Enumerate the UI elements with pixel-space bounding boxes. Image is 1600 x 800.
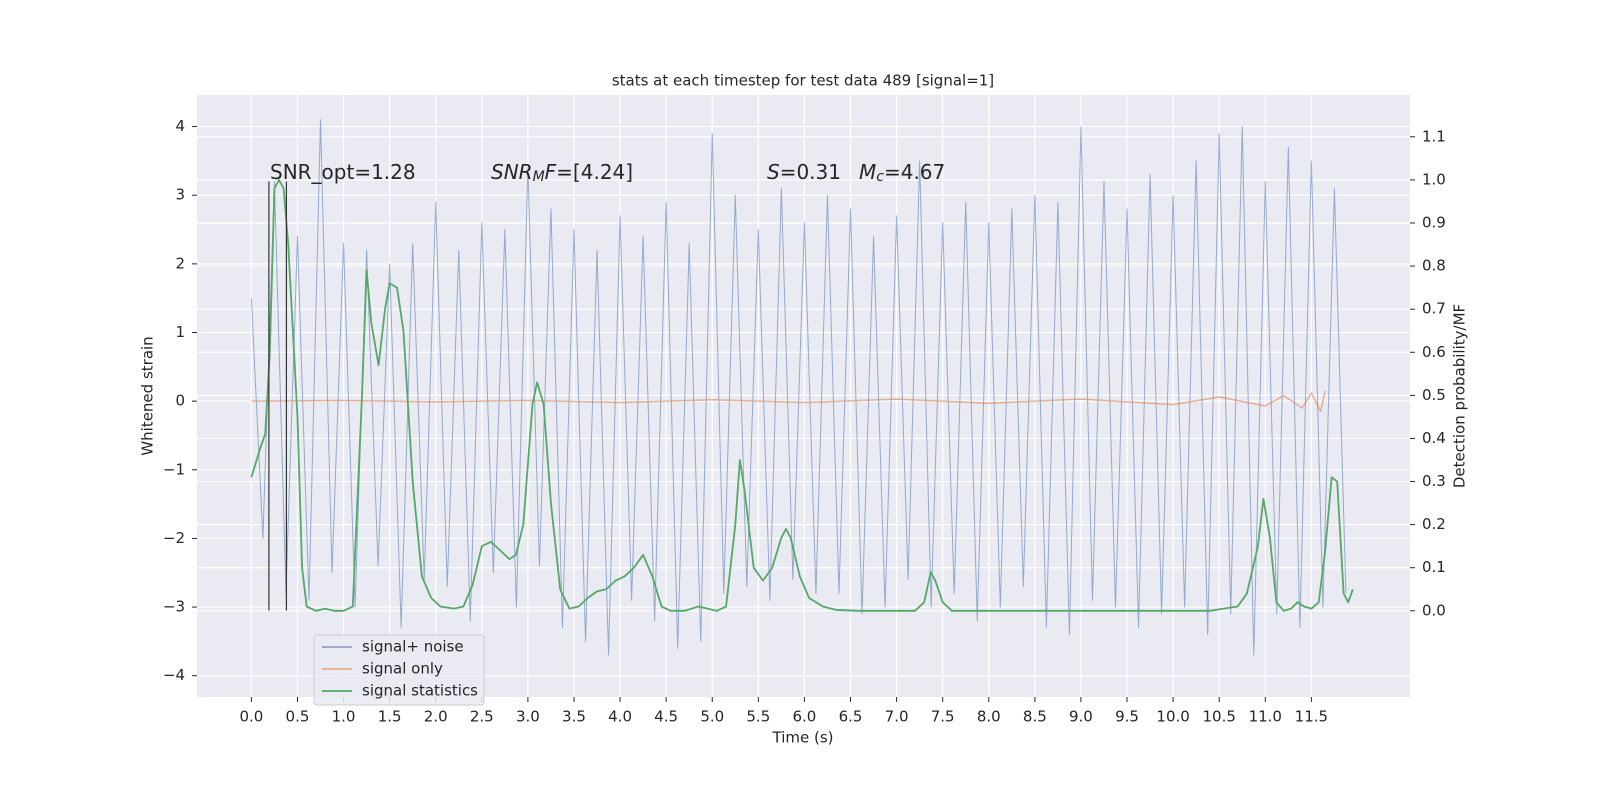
x-tick-label: 10.5 [1202, 708, 1235, 726]
y2-tick-label: 0.1 [1422, 558, 1446, 576]
x-tick-label: 7.5 [931, 708, 955, 726]
y2-tick-label: 0.0 [1422, 601, 1446, 619]
annotation: Mc=4.67 [859, 160, 945, 185]
x-tick-label: 3.5 [562, 708, 586, 726]
y-tick-label: −4 [163, 666, 185, 684]
y2-tick-label: 0.3 [1422, 472, 1446, 490]
y2-tick-label: 0.9 [1422, 213, 1446, 231]
chart-title: stats at each timestep for test data 489… [612, 72, 994, 90]
x-tick-label: 10.0 [1156, 708, 1189, 726]
y-tick-label: 2 [175, 254, 185, 272]
series-line [250, 119, 1347, 656]
annotation-part: M [859, 160, 876, 184]
x-tick-label: 9.5 [1115, 708, 1139, 726]
annotation-part: =4.67 [884, 160, 945, 184]
y2-tick-label: 0.7 [1422, 300, 1446, 318]
x-tick-label: 3.0 [516, 708, 540, 726]
x-tick-label: 1.5 [378, 708, 402, 726]
marks [250, 119, 1354, 656]
x-tick-label: 5.0 [700, 708, 724, 726]
y-tick-label: 0 [175, 392, 185, 410]
axes: 0.0 0.5 1.0 1.5 2.0 2.5 3.0 3.5 4.0 4.5 5.0 5.5 6.0 6… [163, 117, 1446, 725]
annotation-part: M [533, 169, 545, 185]
x-tick-label: 6.0 [792, 708, 816, 726]
series-line [251, 390, 1326, 413]
x-tick-label: 4.5 [654, 708, 678, 726]
annotation-part: F [545, 160, 557, 184]
x-tick-label: 2.5 [470, 708, 494, 726]
legend-label: signal only [362, 660, 443, 678]
x-tick-label: 8.0 [977, 708, 1001, 726]
annotation-part: c [876, 169, 884, 185]
x-tick-label: 7.0 [885, 708, 909, 726]
x-tick-label: 4.0 [608, 708, 632, 726]
x-tick-label: 1.0 [332, 708, 356, 726]
grid [197, 95, 1410, 697]
y2-tick-label: 0.8 [1422, 257, 1446, 275]
y-axis-label: Whitened strain [139, 336, 157, 455]
legend-label: signal+ noise [362, 638, 464, 656]
x-tick-label: 6.5 [839, 708, 863, 726]
annotation-part: SNR_opt=1.28 [270, 160, 416, 184]
x-axis-label: Time (s) [772, 729, 834, 747]
x-tick-label: 0.0 [239, 708, 263, 726]
x-tick-label: 9.0 [1069, 708, 1093, 726]
x-tick-label: 5.5 [746, 708, 770, 726]
legend-label: signal statistics [362, 682, 478, 700]
y2-axis-label: Detection probability/MF [1451, 304, 1469, 488]
legend: signal+ noise signal only signal statistic… [313, 634, 485, 706]
x-tick-label: 11.5 [1295, 708, 1328, 726]
y-tick-label: −3 [163, 598, 185, 616]
x-tick-label: 0.5 [286, 708, 310, 726]
annotation-part: =0.31 [780, 160, 841, 184]
y-tick-label: 3 [175, 186, 185, 204]
y2-tick-label: 0.5 [1422, 386, 1446, 404]
y-tick-label: 4 [175, 117, 185, 135]
annotation: S=0.31 [767, 160, 841, 184]
annotation-part: =[4.24] [556, 160, 633, 184]
y2-tick-label: 1.1 [1422, 127, 1446, 145]
y-tick-label: 1 [175, 323, 185, 341]
annotation: SNR_opt=1.28 [270, 160, 416, 184]
y2-tick-label: 0.4 [1422, 429, 1446, 447]
annotation: SNRMF=[4.24] [491, 160, 633, 185]
x-tick-label: 8.5 [1023, 708, 1047, 726]
y2-tick-label: 1.0 [1422, 170, 1446, 188]
annotation-part: S [767, 160, 780, 184]
y-tick-label: −2 [163, 529, 185, 547]
y2-tick-label: 0.2 [1422, 515, 1446, 533]
legend-box [313, 634, 485, 706]
x-tick-label: 11.0 [1249, 708, 1282, 726]
y2-tick-label: 0.6 [1422, 343, 1446, 361]
series-line [250, 178, 1354, 612]
annotation-part: SNR [491, 160, 533, 184]
x-tick-label: 2.0 [424, 708, 448, 726]
y-tick-label: −1 [163, 460, 185, 478]
